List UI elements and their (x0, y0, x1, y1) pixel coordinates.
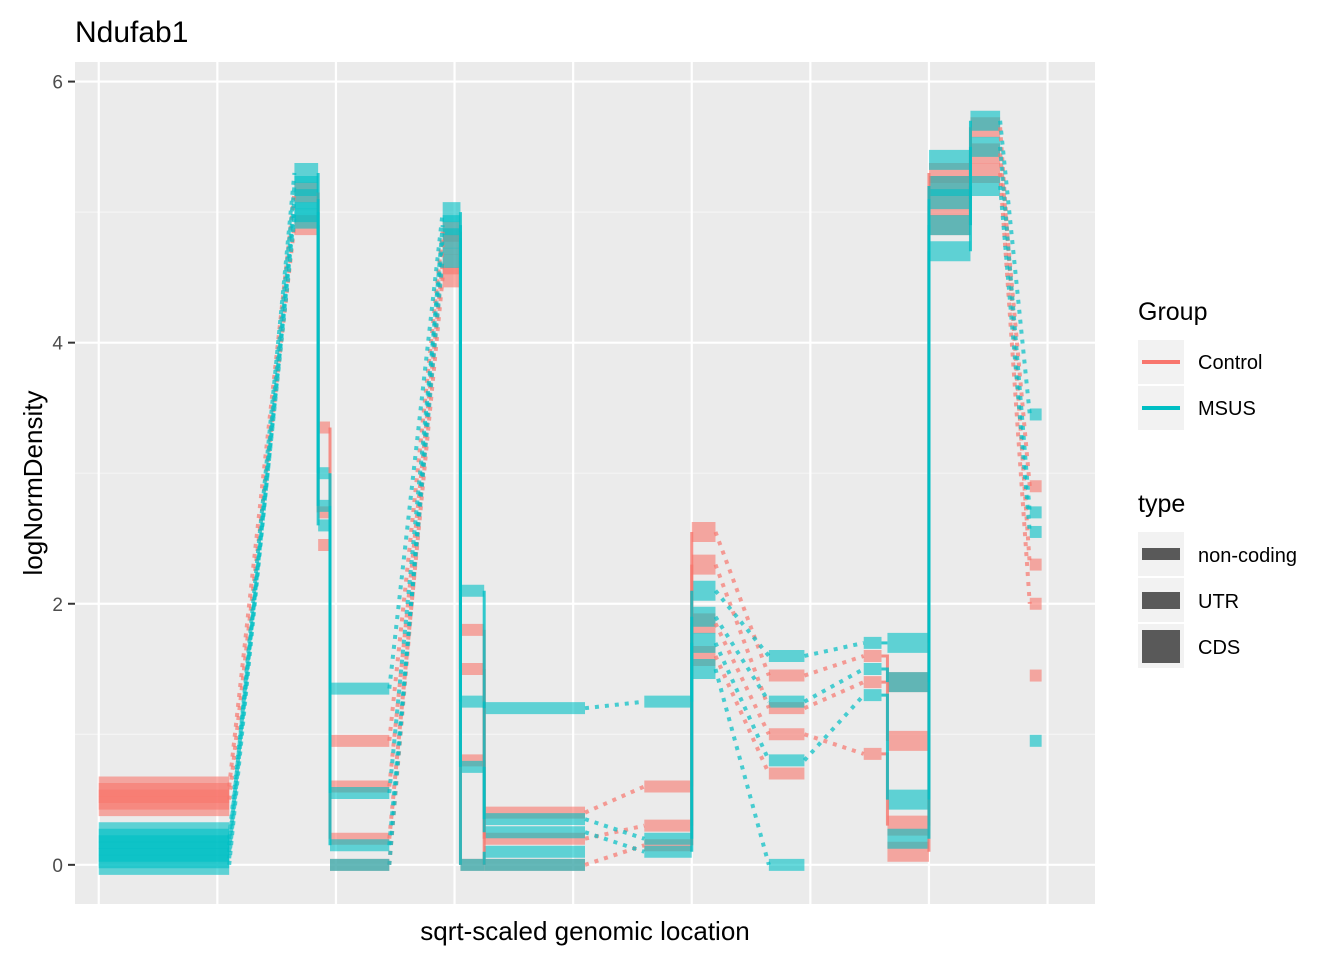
plot-panel (75, 62, 1095, 904)
chart-title: Ndufab1 (75, 16, 188, 49)
connector-dotted-msus (713, 615, 771, 703)
y-axis: 0 2 4 6 (52, 73, 75, 877)
legend-key-utr (1142, 592, 1180, 609)
connector-dotted-control (713, 655, 771, 775)
connector-dotted-msus (713, 642, 771, 762)
legend-type-title: type (1138, 490, 1185, 518)
connector-dotted-control (803, 680, 865, 711)
connector-dotted-msus (998, 185, 1032, 533)
connector-dotted-control (803, 654, 865, 678)
legend-key-cds (1142, 630, 1180, 663)
connector-dotted-msus (713, 589, 771, 658)
legend-group: Group Control MSUS (1138, 298, 1262, 430)
connector-dotted-msus (584, 830, 645, 854)
y-axis-title: logNormDensity (18, 391, 48, 576)
data-marks (98, 110, 1042, 875)
y-tick-label: 4 (52, 334, 63, 355)
connector-dotted-msus (803, 667, 865, 704)
legend-type: type non-coding UTR CDS (1138, 490, 1297, 668)
connector-step-msus (881, 693, 889, 800)
connector-dotted-control (713, 622, 771, 736)
connector-dotted-msus (713, 668, 771, 866)
connector-dotted-control (584, 784, 646, 815)
y-tick-label: 6 (52, 73, 63, 94)
y-tick-label: 0 (52, 856, 63, 877)
legend-label-utr: UTR (1198, 591, 1239, 613)
legend-label-msus: MSUS (1198, 398, 1256, 420)
x-axis-title: sqrt-scaled genomic location (420, 916, 750, 946)
connector-dotted-msus (802, 693, 866, 762)
connector-dotted-control (998, 172, 1032, 604)
connector-dotted-msus (803, 640, 865, 658)
legend-label-cds: CDS (1198, 637, 1240, 659)
connector-dotted-msus (387, 238, 445, 794)
legend-key-noncoding (1142, 548, 1180, 560)
connector-dotted-control (803, 732, 865, 756)
legend-group-title: Group (1138, 298, 1207, 326)
connector-dotted-msus (387, 225, 445, 866)
connector-dotted-msus (998, 146, 1032, 513)
connector-step-msus (881, 667, 889, 683)
y-tick-label: 2 (52, 595, 63, 616)
legend-label-control: Control (1198, 352, 1262, 374)
connector-dotted-msus (584, 817, 645, 841)
legend-label-noncoding: non-coding (1198, 545, 1297, 567)
connector-dotted-msus (227, 185, 297, 859)
